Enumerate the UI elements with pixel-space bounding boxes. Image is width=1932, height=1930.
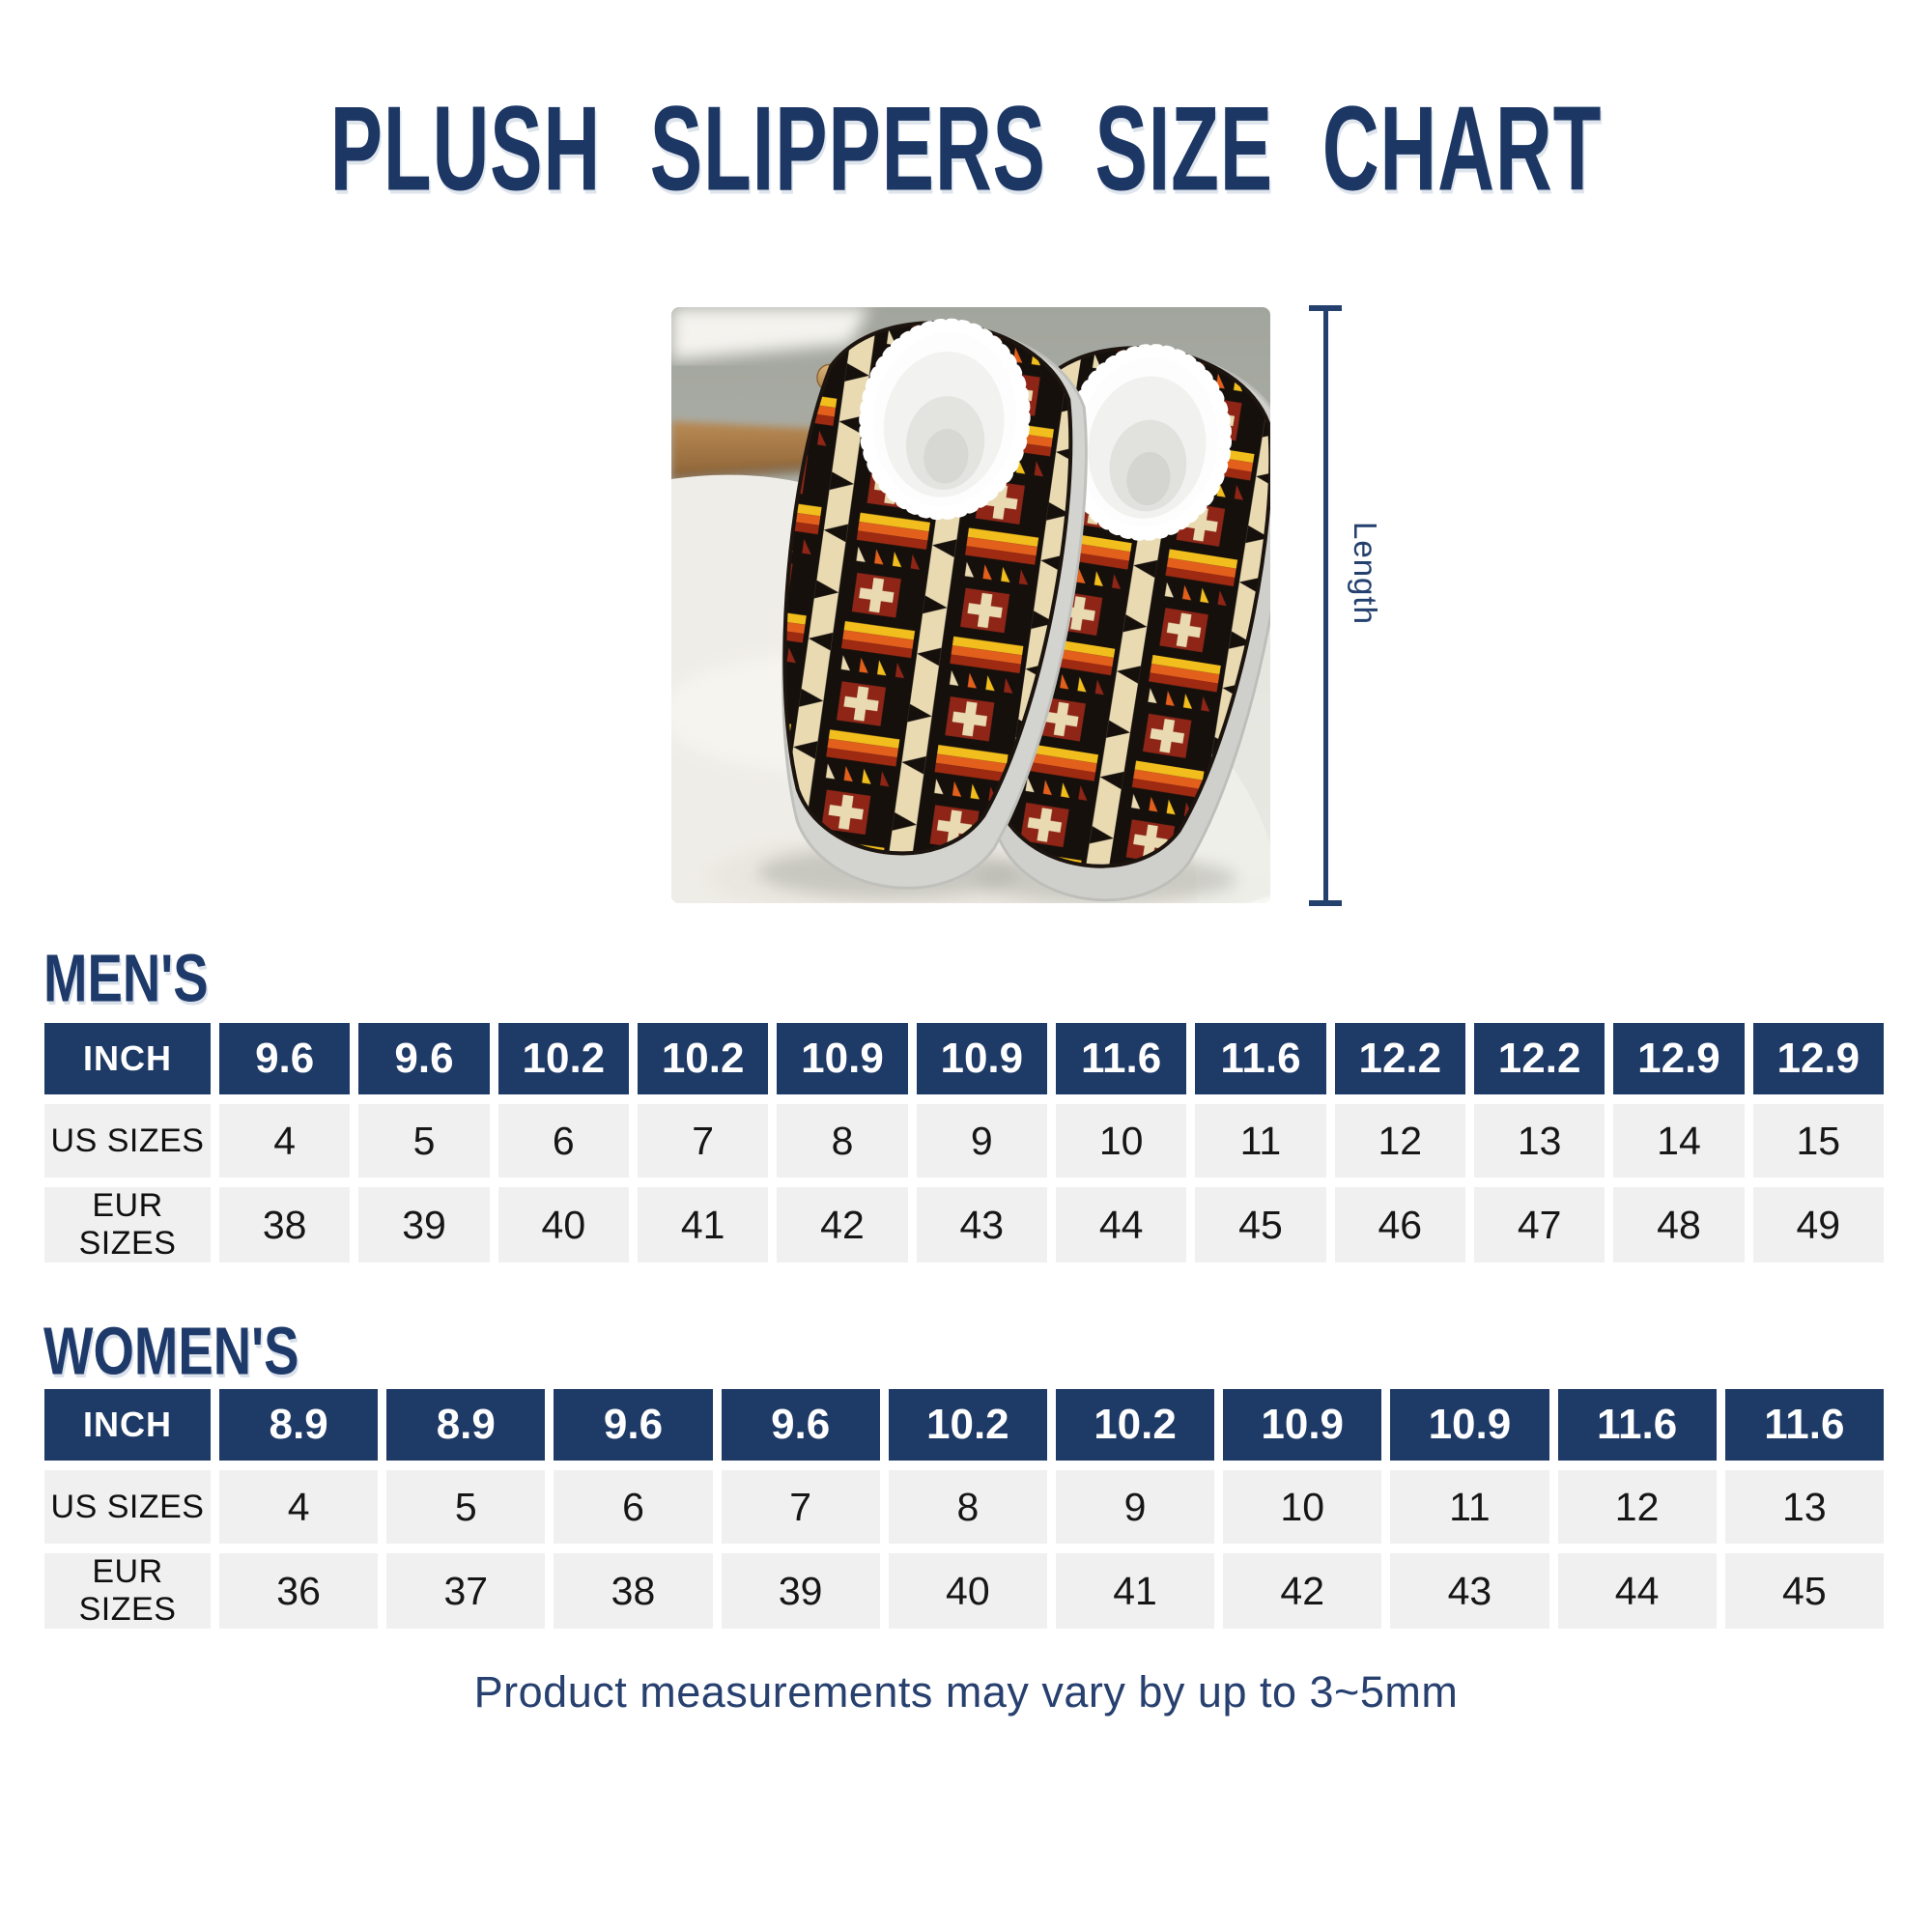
inch-value-cell: 10.9 — [777, 1023, 908, 1094]
page-title: PLUSH SLIPPERS SIZE CHART — [0, 81, 1932, 215]
size-value-cell: 6 — [554, 1470, 713, 1544]
size-value-cell: 38 — [554, 1553, 713, 1629]
size-value-cell: 8 — [777, 1104, 908, 1178]
size-value-cell: 41 — [1055, 1553, 1215, 1629]
size-value-cell: 45 — [1724, 1553, 1884, 1629]
row-label: US SIZES — [44, 1104, 211, 1178]
table-row-us-sizes: US SIZES 4 5 6 7 8 9 10 11 12 13 14 15 — [44, 1104, 1884, 1178]
size-value-cell: 46 — [1334, 1187, 1465, 1263]
inch-header-label: INCH — [44, 1023, 211, 1094]
slippers-photo-illustration — [671, 307, 1270, 903]
womens-section-heading: WOMEN'S — [43, 1314, 299, 1390]
size-value-cell: 45 — [1195, 1187, 1326, 1263]
inch-value-cell: 12.9 — [1613, 1023, 1745, 1094]
size-value-cell: 47 — [1473, 1187, 1605, 1263]
inch-value-cell: 10.9 — [1390, 1389, 1549, 1461]
mens-size-table: INCH 9.6 9.6 10.2 10.2 10.9 10.9 11.6 11.6 12.2 12… — [36, 1013, 1892, 1272]
photo-box — [1242, 848, 1270, 903]
table-row-us-sizes: US SIZES 4 5 6 7 8 9 10 11 12 13 — [44, 1470, 1884, 1544]
size-table: INCH 9.6 9.6 10.2 10.2 10.9 10.9 11.6 11.6 12.2 12… — [36, 1013, 1892, 1272]
table-row-eur-sizes: EUR SIZES 38 39 40 41 42 43 44 45 46 47 48 49 — [44, 1187, 1884, 1263]
womens-size-table: INCH 8.9 8.9 9.6 9.6 10.2 10.2 10.9 10.9 11.6 11.6… — [36, 1379, 1892, 1638]
size-value-cell: 43 — [916, 1187, 1047, 1263]
photo-ledge — [671, 307, 869, 360]
size-value-cell: 5 — [358, 1104, 490, 1178]
length-line — [1322, 308, 1328, 903]
inch-value-cell: 10.9 — [916, 1023, 1047, 1094]
inch-header-label: INCH — [44, 1389, 211, 1461]
table-row-inch: INCH 8.9 8.9 9.6 9.6 10.2 10.2 10.9 10.9 11.6 11.6 — [44, 1389, 1884, 1461]
size-value-cell: 5 — [386, 1470, 546, 1544]
slipper-left — [745, 307, 1110, 903]
size-value-cell: 13 — [1473, 1104, 1605, 1178]
inch-value-cell: 8.9 — [386, 1389, 546, 1461]
inch-value-cell: 10.2 — [497, 1023, 629, 1094]
size-value-cell: 48 — [1613, 1187, 1745, 1263]
size-value-cell: 11 — [1195, 1104, 1326, 1178]
size-value-cell: 43 — [1390, 1553, 1549, 1629]
size-value-cell: 44 — [1055, 1187, 1187, 1263]
size-value-cell: 14 — [1613, 1104, 1745, 1178]
size-value-cell: 4 — [219, 1104, 351, 1178]
size-value-cell: 4 — [219, 1470, 379, 1544]
size-value-cell: 40 — [497, 1187, 629, 1263]
size-value-cell: 8 — [888, 1470, 1047, 1544]
size-value-cell: 6 — [497, 1104, 629, 1178]
length-bottom-cap — [1309, 900, 1342, 906]
inch-value-cell: 12.2 — [1334, 1023, 1465, 1094]
size-value-cell: 39 — [721, 1553, 880, 1629]
footer-note: Product measurements may vary by up to 3… — [473, 1667, 1459, 1717]
size-value-cell: 7 — [721, 1470, 880, 1544]
size-value-cell: 44 — [1557, 1553, 1717, 1629]
inch-value-cell: 11.6 — [1195, 1023, 1326, 1094]
size-value-cell: 15 — [1752, 1104, 1884, 1178]
inch-value-cell: 12.9 — [1752, 1023, 1884, 1094]
mens-section-heading: MEN'S — [43, 941, 209, 1017]
size-value-cell: 39 — [358, 1187, 490, 1263]
size-value-cell: 12 — [1334, 1104, 1465, 1178]
row-label: EUR SIZES — [44, 1187, 211, 1263]
table-row-eur-sizes: EUR SIZES 36 37 38 39 40 41 42 43 44 45 — [44, 1553, 1884, 1629]
inch-value-cell: 10.2 — [888, 1389, 1047, 1461]
size-value-cell: 9 — [1055, 1470, 1215, 1544]
inch-value-cell: 9.6 — [554, 1389, 713, 1461]
inch-value-cell: 10.2 — [1055, 1389, 1215, 1461]
table-row-inch: INCH 9.6 9.6 10.2 10.2 10.9 10.9 11.6 11.6 12.2 12… — [44, 1023, 1884, 1094]
size-value-cell: 41 — [637, 1187, 769, 1263]
size-value-cell: 11 — [1390, 1470, 1549, 1544]
inch-value-cell: 9.6 — [358, 1023, 490, 1094]
inch-value-cell: 11.6 — [1557, 1389, 1717, 1461]
inch-value-cell: 9.6 — [721, 1389, 880, 1461]
inch-value-cell: 10.2 — [637, 1023, 769, 1094]
size-value-cell: 40 — [888, 1553, 1047, 1629]
page-title-text: PLUSH SLIPPERS SIZE CHART — [329, 81, 1603, 216]
size-value-cell: 49 — [1752, 1187, 1884, 1263]
size-value-cell: 10 — [1223, 1470, 1382, 1544]
size-value-cell: 36 — [219, 1553, 379, 1629]
slipper-right — [945, 327, 1270, 903]
size-value-cell: 42 — [777, 1187, 908, 1263]
inch-value-cell: 8.9 — [219, 1389, 379, 1461]
size-value-cell: 13 — [1724, 1470, 1884, 1544]
size-table: INCH 8.9 8.9 9.6 9.6 10.2 10.2 10.9 10.9 11.6 11.6… — [36, 1379, 1892, 1638]
inch-value-cell: 11.6 — [1724, 1389, 1884, 1461]
size-value-cell: 10 — [1055, 1104, 1187, 1178]
size-value-cell: 38 — [219, 1187, 351, 1263]
inch-value-cell: 12.2 — [1473, 1023, 1605, 1094]
product-photo — [671, 307, 1270, 903]
row-label: EUR SIZES — [44, 1553, 211, 1629]
length-label: Length — [1348, 522, 1383, 625]
size-value-cell: 42 — [1223, 1553, 1382, 1629]
size-value-cell: 9 — [916, 1104, 1047, 1178]
length-dimension-indicator — [1302, 305, 1349, 906]
inch-value-cell: 11.6 — [1055, 1023, 1187, 1094]
size-value-cell: 12 — [1557, 1470, 1717, 1544]
size-value-cell: 7 — [637, 1104, 769, 1178]
row-label: US SIZES — [44, 1470, 211, 1544]
inch-value-cell: 9.6 — [219, 1023, 351, 1094]
inch-value-cell: 10.9 — [1223, 1389, 1382, 1461]
size-value-cell: 37 — [386, 1553, 546, 1629]
